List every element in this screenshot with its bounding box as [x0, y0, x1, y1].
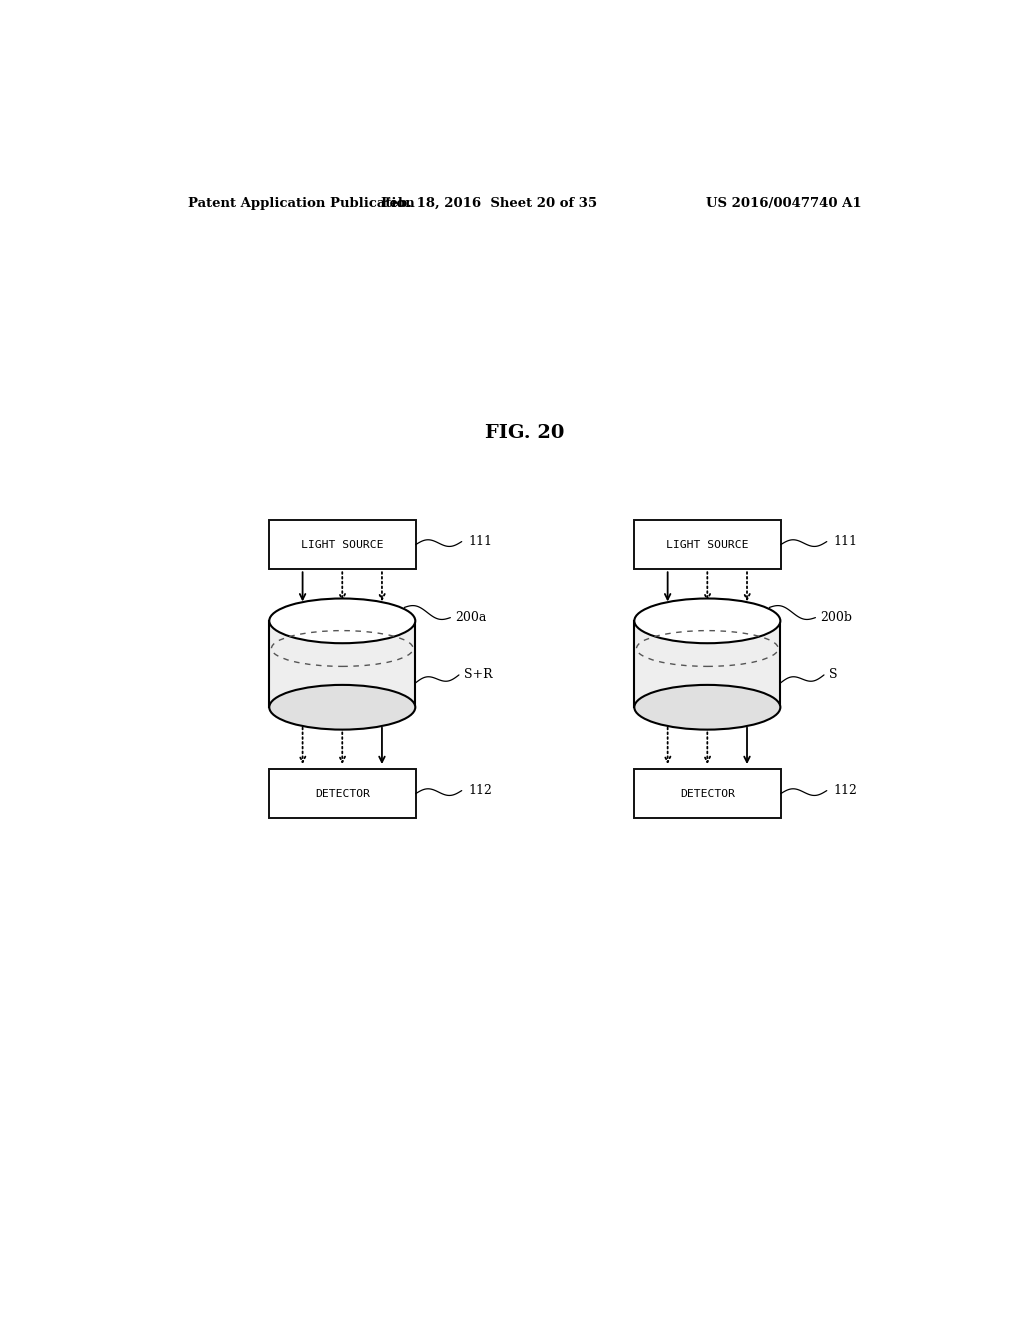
Text: 111: 111 [468, 535, 493, 548]
FancyBboxPatch shape [634, 770, 780, 818]
Text: Feb. 18, 2016  Sheet 20 of 35: Feb. 18, 2016 Sheet 20 of 35 [381, 197, 597, 210]
Text: 200b: 200b [820, 611, 852, 624]
Ellipse shape [269, 598, 416, 643]
Bar [269, 620, 416, 708]
FancyBboxPatch shape [269, 520, 416, 569]
Text: DETECTOR: DETECTOR [680, 788, 735, 799]
Text: 112: 112 [834, 784, 857, 797]
Ellipse shape [634, 685, 780, 730]
Ellipse shape [269, 685, 416, 730]
Text: S+R: S+R [464, 668, 493, 681]
Text: 112: 112 [468, 784, 492, 797]
Ellipse shape [634, 598, 780, 643]
Text: 200a: 200a [455, 611, 486, 624]
Text: US 2016/0047740 A1: US 2016/0047740 A1 [707, 197, 862, 210]
Text: 111: 111 [834, 535, 857, 548]
FancyBboxPatch shape [269, 770, 416, 818]
FancyBboxPatch shape [634, 520, 780, 569]
Text: Patent Application Publication: Patent Application Publication [187, 197, 415, 210]
Text: FIG. 20: FIG. 20 [485, 424, 564, 442]
Text: S: S [828, 668, 838, 681]
Text: DETECTOR: DETECTOR [314, 788, 370, 799]
Bar [634, 620, 780, 708]
Text: LIGHT SOURCE: LIGHT SOURCE [301, 540, 384, 549]
Text: LIGHT SOURCE: LIGHT SOURCE [666, 540, 749, 549]
